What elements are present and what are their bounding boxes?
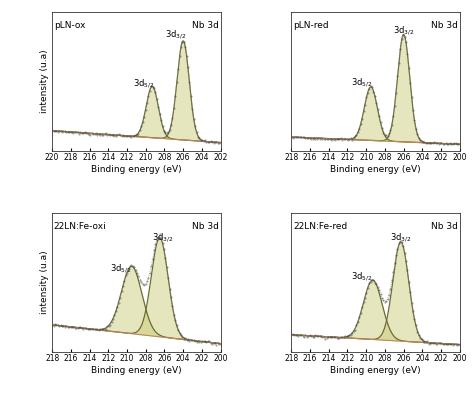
Text: 3d$_{3/2}$: 3d$_{3/2}$ [165, 28, 186, 41]
Text: Nb 3d: Nb 3d [431, 21, 458, 30]
Text: 3d$_{3/2}$: 3d$_{3/2}$ [390, 231, 411, 244]
X-axis label: Binding energy (eV): Binding energy (eV) [91, 366, 182, 375]
Text: Nb 3d: Nb 3d [192, 21, 219, 30]
Text: 22LN:Fe-oxi: 22LN:Fe-oxi [54, 222, 107, 231]
Text: 22LN:Fe-red: 22LN:Fe-red [293, 222, 347, 231]
X-axis label: Binding energy (eV): Binding energy (eV) [91, 165, 182, 174]
X-axis label: Binding energy (eV): Binding energy (eV) [330, 165, 421, 174]
Text: 3d$_{5/2}$: 3d$_{5/2}$ [110, 263, 131, 275]
Text: 3d$_{5/2}$: 3d$_{5/2}$ [133, 77, 155, 90]
Text: Nb 3d: Nb 3d [192, 222, 219, 231]
Text: pLN-red: pLN-red [293, 21, 328, 30]
X-axis label: Binding energy (eV): Binding energy (eV) [330, 366, 421, 375]
Text: Nb 3d: Nb 3d [431, 222, 458, 231]
Text: 3d$_{3/2}$: 3d$_{3/2}$ [393, 24, 414, 37]
Text: pLN-ox: pLN-ox [54, 21, 85, 30]
Y-axis label: intensity (u.a): intensity (u.a) [40, 49, 49, 113]
Text: 3d$_{3/2}$: 3d$_{3/2}$ [152, 231, 173, 244]
Text: 3d$_{5/2}$: 3d$_{5/2}$ [351, 271, 372, 283]
Y-axis label: intensity (u.a): intensity (u.a) [40, 250, 49, 314]
Text: 3d$_{5/2}$: 3d$_{5/2}$ [351, 76, 372, 89]
